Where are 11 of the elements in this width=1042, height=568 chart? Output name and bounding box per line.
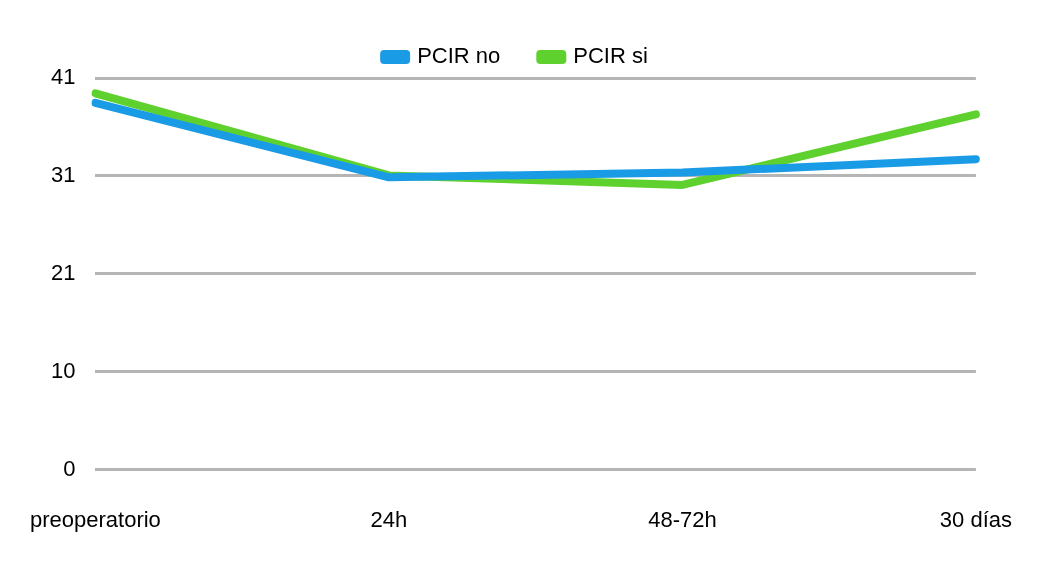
x-tick-label: 48-72h [648, 506, 717, 532]
x-tick-label: 24h [370, 506, 408, 532]
x-tick-label: 30 días [939, 506, 1012, 532]
y-tick-label: 31 [50, 161, 76, 187]
y-tick-label: 21 [50, 259, 76, 285]
y-tick-label: 41 [50, 64, 76, 90]
x-tick-label: preoperatorio [29, 506, 161, 532]
legend-label: PCIR no [417, 43, 501, 69]
legend-label: PCIR si [573, 43, 648, 69]
y-tick-label: 10 [50, 357, 76, 383]
y-tick-label: 0 [63, 455, 76, 481]
